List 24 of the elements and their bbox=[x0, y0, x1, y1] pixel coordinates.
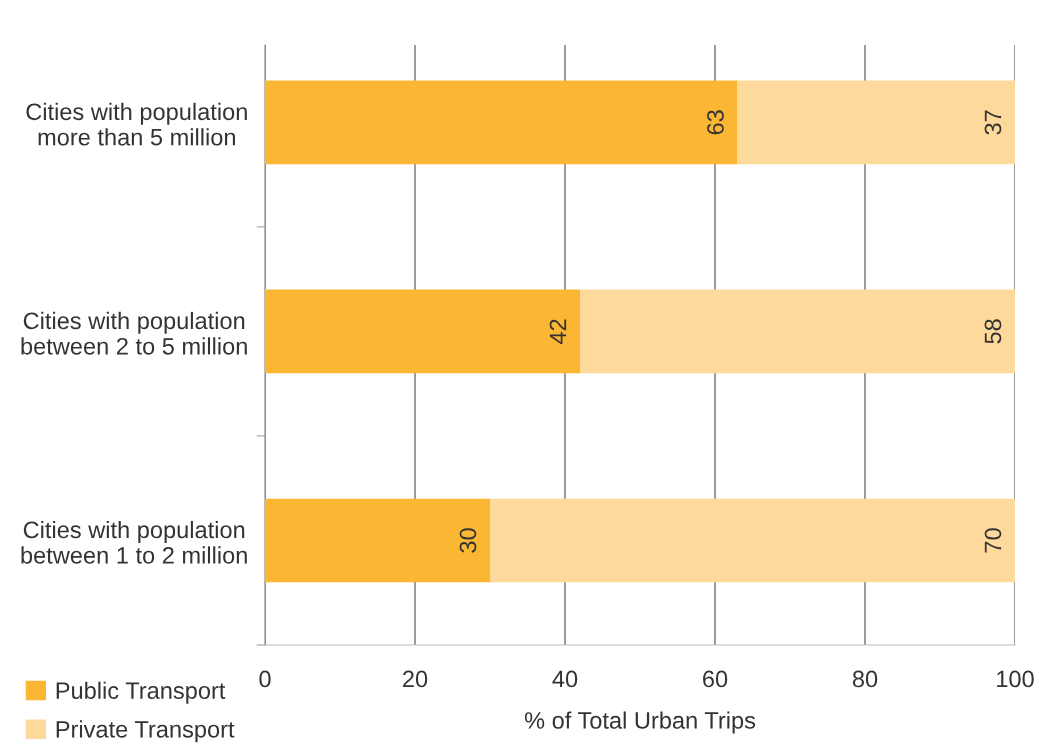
data-label: 37 bbox=[984, 110, 1002, 135]
x-tick-label: 80 bbox=[852, 670, 878, 688]
x-tick-label: 0 bbox=[259, 670, 271, 688]
bar bbox=[490, 498, 1015, 583]
x-axis-title: % of Total Urban Trips bbox=[524, 711, 756, 734]
y-tick-label: Cities with population more than 5 million bbox=[26, 102, 247, 146]
legend-label: Public Transport bbox=[56, 681, 226, 704]
data-label: 42 bbox=[549, 319, 567, 344]
bar bbox=[737, 80, 1015, 165]
x-tick-label: 20 bbox=[403, 670, 428, 688]
y-tick-label: Cities with population between 1 to 2 million bbox=[21, 520, 247, 564]
bar bbox=[265, 498, 490, 583]
bar bbox=[580, 289, 1015, 374]
x-tick-label: 100 bbox=[997, 670, 1034, 688]
data-label: 58 bbox=[984, 319, 1002, 344]
x-tick-label: 40 bbox=[552, 670, 578, 688]
bar bbox=[265, 289, 580, 374]
bar bbox=[265, 80, 738, 165]
data-label: 30 bbox=[459, 528, 477, 553]
legend-label: Private Transport bbox=[56, 720, 235, 743]
data-label: 70 bbox=[984, 528, 1002, 553]
y-tick-label: Cities with population between 2 to 5 million bbox=[21, 311, 247, 355]
data-label: 63 bbox=[707, 110, 724, 135]
x-tick-label: 60 bbox=[703, 670, 728, 688]
